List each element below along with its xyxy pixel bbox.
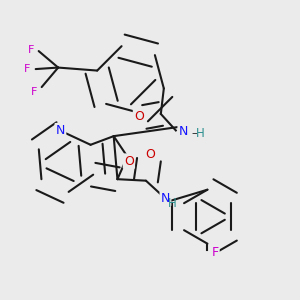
Text: F: F [23,64,30,74]
Text: F: F [31,87,38,97]
Text: F: F [28,45,34,55]
Text: N: N [161,192,170,205]
Text: F: F [212,246,218,259]
Text: H: H [168,197,177,210]
Text: O: O [134,110,144,123]
Text: O: O [146,148,155,161]
Text: –: – [192,128,197,138]
Text: N: N [178,125,188,138]
Text: H: H [196,127,205,140]
Text: N: N [56,124,65,137]
Text: O: O [124,154,134,168]
